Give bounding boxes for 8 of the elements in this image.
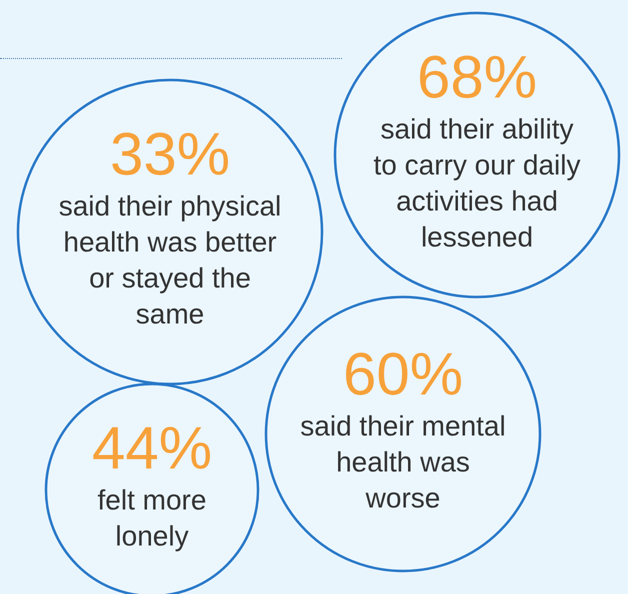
category-label: felt more lonely <box>98 484 206 552</box>
category-label: said their mental health was worse <box>300 410 506 514</box>
data-label: 68% <box>416 44 538 111</box>
category-label: said their physical health was better or stayed the same <box>58 190 282 330</box>
data-label: 33% <box>110 120 230 188</box>
data-label: 44% <box>92 414 212 482</box>
category-label: said their ability to carry our daily activities had lessened <box>374 114 580 253</box>
data-label: 60% <box>342 340 464 408</box>
